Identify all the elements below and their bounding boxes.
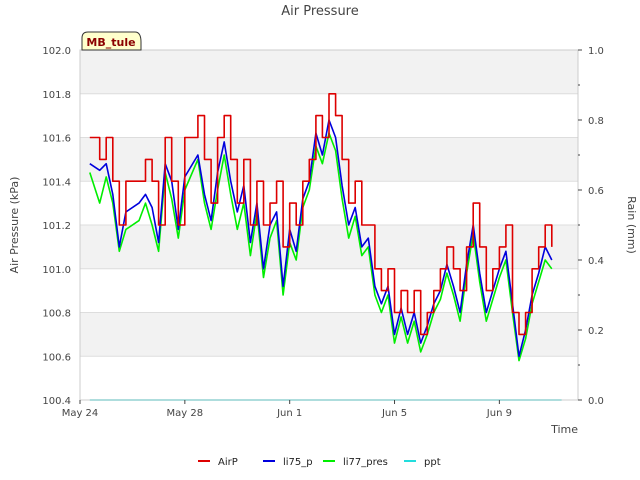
legend-label: li77_pres xyxy=(343,457,388,468)
chart-title: Air Pressure xyxy=(281,4,359,19)
y-tick-label: 101.6 xyxy=(42,134,71,145)
grid-band xyxy=(80,312,578,357)
left-axis-ticks: 100.4 100.6 100.8 101.0 101.2 101.4 101.6 101.8… xyxy=(42,46,71,407)
y-tick-label: 100.4 xyxy=(42,396,71,407)
y2-tick-label: 1.0 xyxy=(588,46,604,57)
y-tick-label: 101.2 xyxy=(42,221,71,232)
legend: AirP li75_p li77_pres ppt xyxy=(198,457,441,468)
x-tick-label: May 28 xyxy=(167,408,204,419)
y-axis-label: Air Pressure (kPa) xyxy=(8,177,21,274)
x-tick-label: May 24 xyxy=(62,408,99,419)
y-tick-label: 101.8 xyxy=(42,90,71,101)
station-tag: MB_tule xyxy=(81,31,142,51)
series-line-airp xyxy=(89,93,553,336)
y2-tick-label: 0.8 xyxy=(588,116,604,127)
y-tick-label: 101.4 xyxy=(42,177,71,188)
right-axis-ticks: 0.0 0.2 0.4 0.6 0.8 1.0 xyxy=(578,46,604,407)
station-tag-label: MB_tule xyxy=(86,36,135,49)
y2-tick-label: 0.4 xyxy=(588,256,604,267)
grid-band xyxy=(80,225,578,269)
x-tick-label: Jun 9 xyxy=(486,408,512,419)
y2-tick-label: 0.0 xyxy=(588,396,604,407)
y2-axis-label: Rain (mm) xyxy=(625,196,638,254)
y-tick-label: 102.0 xyxy=(42,46,71,57)
y-tick-label: 101.0 xyxy=(42,265,71,276)
x-tick-label: Jun 1 xyxy=(276,408,302,419)
y-tick-label: 100.8 xyxy=(42,309,71,320)
x-axis-label: Time xyxy=(550,423,578,436)
x-axis-ticks: May 24 May 28 Jun 1 Jun 5 Jun 9 xyxy=(62,400,512,419)
legend-label: ppt xyxy=(424,457,441,468)
y2-tick-label: 0.6 xyxy=(588,186,604,197)
grid-band xyxy=(80,137,578,182)
x-tick-label: Jun 5 xyxy=(381,408,407,419)
y-tick-label: 100.6 xyxy=(42,352,71,363)
y2-tick-label: 0.2 xyxy=(588,326,604,337)
legend-label: li75_p xyxy=(283,457,313,468)
legend-label: AirP xyxy=(218,457,238,468)
grid-band xyxy=(80,50,578,94)
